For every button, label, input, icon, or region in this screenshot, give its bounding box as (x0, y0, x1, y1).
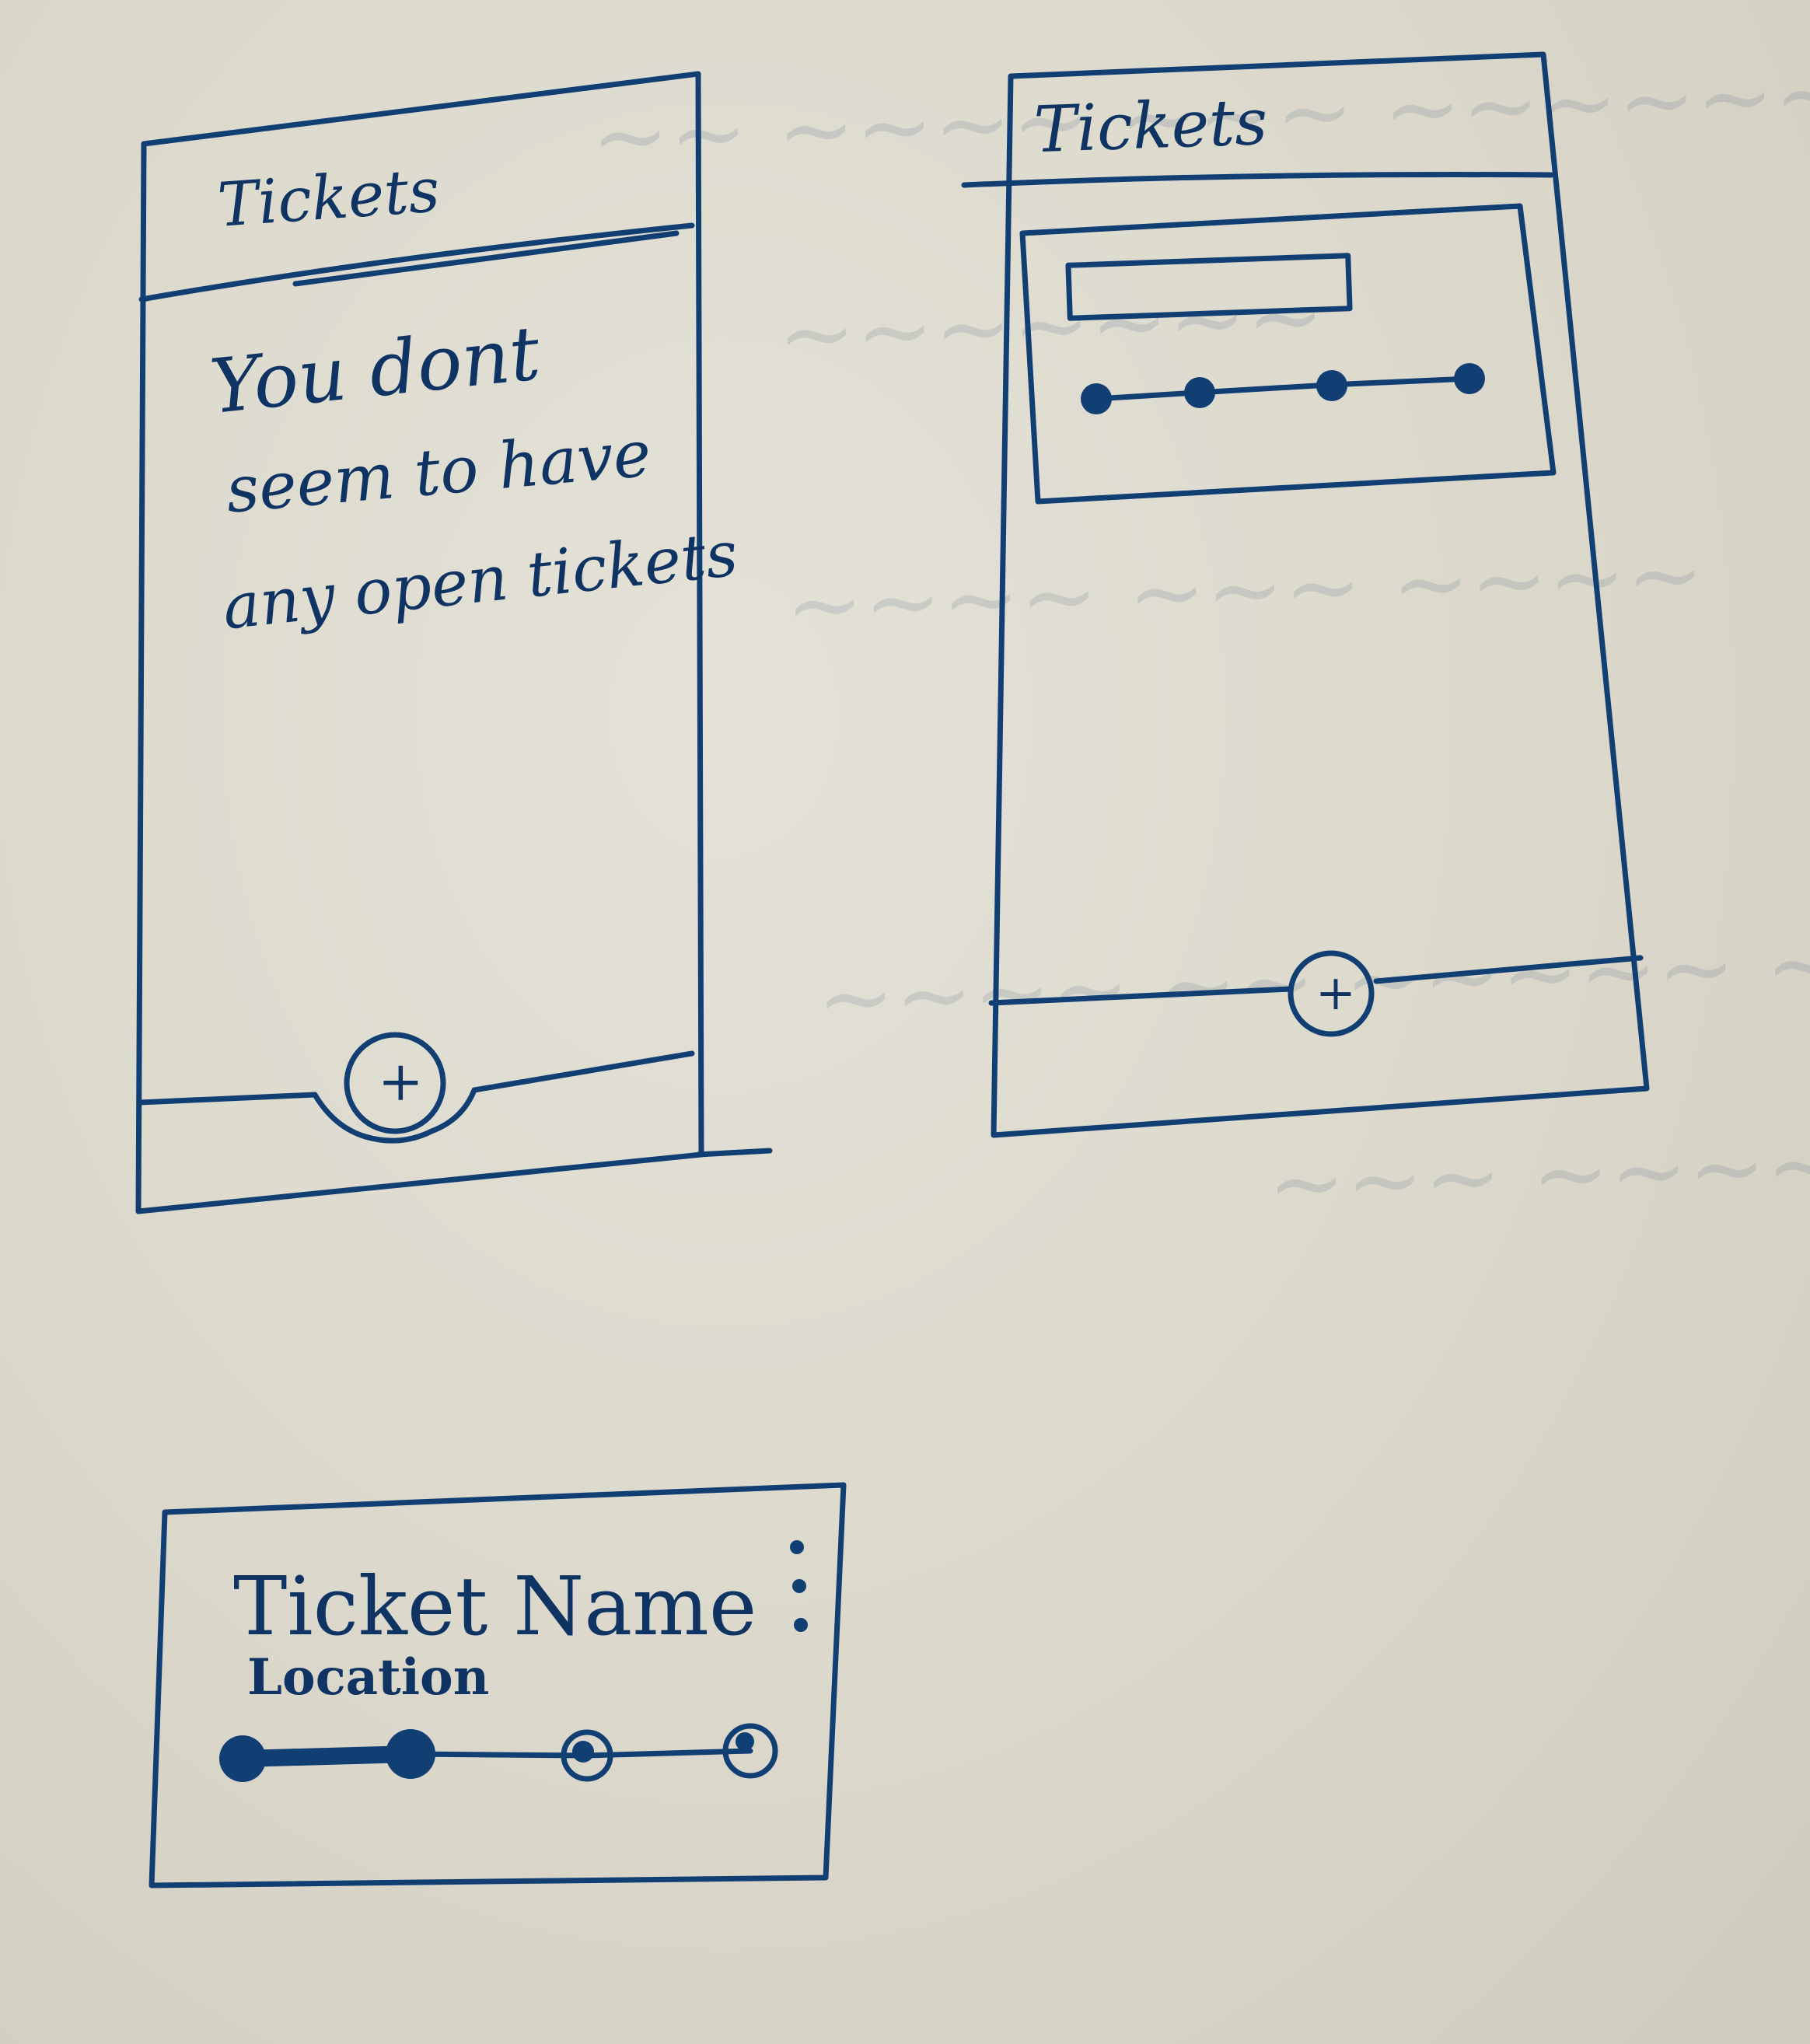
ticket-card-component[interactable] (149, 1482, 847, 1889)
progress-step-completed (219, 1735, 266, 1782)
add-ticket-fab-label: + (378, 1050, 424, 1113)
add-ticket-fab[interactable] (1288, 950, 1375, 1037)
add-ticket-fab[interactable] (344, 1032, 446, 1134)
ticket-card-preview[interactable] (1019, 203, 1557, 505)
progress-step-completed (386, 1729, 435, 1779)
ticket-name-label: Ticket Name (233, 1559, 757, 1654)
add-ticket-fab-label: + (1316, 964, 1356, 1021)
empty-state-screen (135, 71, 773, 1214)
list-state-screen (961, 51, 1650, 1138)
progress-step-dot (1184, 377, 1215, 408)
progress-step-pending (561, 1729, 613, 1782)
progress-step-dot (1316, 370, 1347, 401)
list-state-title: Tickets (1033, 85, 1269, 168)
more-vertical-icon[interactable] (790, 1540, 808, 1632)
progress-step-dot (1454, 363, 1485, 394)
ticket-name-placeholder (1065, 253, 1353, 321)
progress-step-pending (722, 1723, 778, 1779)
progress-step-dot (1081, 383, 1112, 414)
ticket-location-label: Location (247, 1648, 490, 1707)
